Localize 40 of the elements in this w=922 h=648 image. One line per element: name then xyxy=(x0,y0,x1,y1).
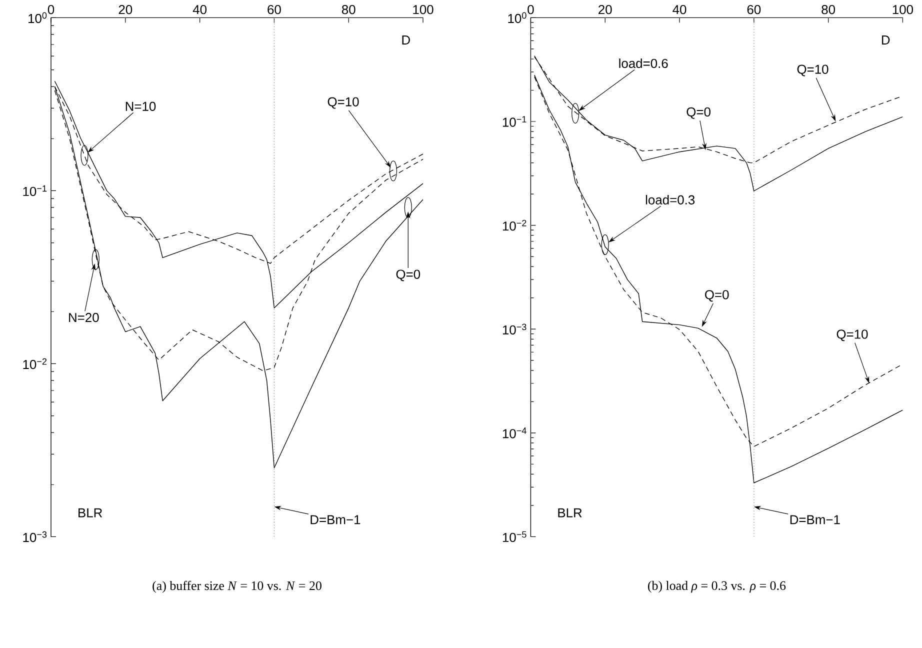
y-tick-label: 10$^{−3}$ xyxy=(23,531,47,542)
y-tick-label: 10$^{−1}$ xyxy=(23,185,47,196)
x-axis-title: D xyxy=(882,36,890,44)
text: (b) load ρ = 0.3 vs. ρ = 0.6 xyxy=(648,580,786,593)
x-tick-label: 60 xyxy=(268,4,281,14)
x-tick-label: 100 xyxy=(892,4,914,14)
y-tick-label: 10$^{−2}$ xyxy=(23,358,47,370)
ref-line-label: D=Bm−1 xyxy=(310,515,360,524)
y-tick-label: 10$^{−2}$ xyxy=(502,220,526,231)
x-tick-label: 0 xyxy=(48,4,54,14)
y-axis-title: BLR xyxy=(558,508,582,518)
annotation: Q=0 xyxy=(396,270,420,282)
x-axis-title: D xyxy=(402,36,410,44)
text: (a) buffer size N = 10 vs. N = 20 xyxy=(152,580,322,593)
y-tick-label: 10$^{−4}$ xyxy=(502,428,526,438)
y-tick-label: 10$^{0}$ xyxy=(508,12,526,24)
x-tick-label: 40 xyxy=(672,4,686,14)
annotation: N=20 xyxy=(69,312,99,322)
x-tick-label: 80 xyxy=(342,4,356,14)
annotation: load=0.6 xyxy=(619,58,668,68)
annotation: Q=10 xyxy=(328,97,359,109)
x-tick-label: 0 xyxy=(528,4,534,14)
y-tick-label: 10$^{−3}$ xyxy=(502,324,526,334)
annotation: N=10 xyxy=(126,102,156,111)
annotation: load=0.3 xyxy=(646,194,695,204)
y-tick-label: 10$^{0}$ xyxy=(28,12,47,24)
annotation: Q=10 xyxy=(797,64,828,76)
y-axis-title: BLR xyxy=(78,508,102,518)
x-tick-label: 20 xyxy=(598,4,612,14)
x-tick-label: 100 xyxy=(413,4,434,14)
x-tick-label: 20 xyxy=(118,4,132,14)
x-tick-label: 40 xyxy=(192,4,207,14)
annotation: Q=0 xyxy=(686,107,710,119)
x-tick-label: 80 xyxy=(822,4,836,14)
ref-line-label: D=Bm−1 xyxy=(790,515,840,524)
y-tick-label: 10$^{−5}$ xyxy=(502,531,526,542)
annotation: Q=10 xyxy=(836,330,868,342)
x-tick-label: 60 xyxy=(747,4,761,14)
annotation: Q=0 xyxy=(705,290,729,302)
y-tick-label: 10$^{−1}$ xyxy=(502,116,526,127)
